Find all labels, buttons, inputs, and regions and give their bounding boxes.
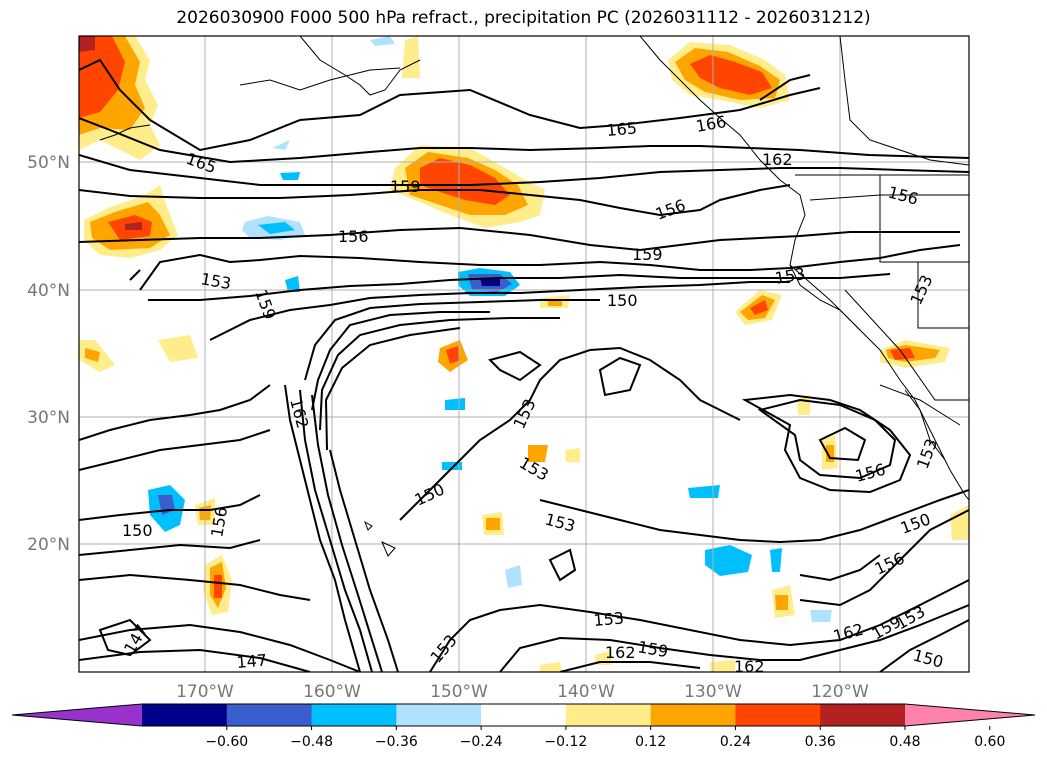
colorbar-tick-label: 0.48: [889, 734, 920, 750]
lat-label-20n: 20°N: [27, 535, 70, 555]
colorbar-tick-label: 0.60: [974, 734, 1005, 750]
contour-label: 159: [390, 177, 421, 196]
lat-label-30n: 30°N: [27, 408, 70, 428]
lon-label-160w: 160°W: [303, 682, 361, 702]
lon-label-170w: 170°W: [176, 682, 234, 702]
colorbar-segment: [820, 704, 906, 726]
lat-label-40n: 40°N: [27, 281, 70, 301]
colorbar-segment: [650, 704, 736, 726]
contour-label: 159: [632, 245, 663, 264]
lat-label-50n: 50°N: [27, 153, 70, 173]
contour-label: 165: [606, 118, 638, 140]
colorbar-extend-high: [905, 704, 1035, 726]
contour-label: 150: [122, 521, 153, 540]
longitude-labels: 170°W 160°W 150°W 140°W 130°W 120°W: [176, 682, 869, 702]
contour-label: 156: [338, 227, 369, 246]
colorbar-segment: [481, 704, 567, 726]
colorbar: −0.60 −0.48 −0.36 −0.24 −0.12 0.12 0.24 0.36 0.4…: [11, 703, 1036, 750]
colorbar-segment: [396, 704, 482, 726]
plot-frame: [78, 35, 970, 673]
lon-label-140w: 140°W: [557, 682, 615, 702]
lon-label-150w: 150°W: [430, 682, 488, 702]
colorbar-tick-label: −0.36: [375, 734, 418, 750]
refractivity-contours: [79, 58, 969, 672]
lon-label-120w: 120°W: [811, 682, 869, 702]
contour-label: 162: [734, 657, 765, 676]
colorbar-outline: [11, 703, 1036, 727]
coastlines: [99, 36, 969, 557]
contour-label: 147: [236, 650, 268, 672]
colorbar-extend-low: [12, 704, 142, 726]
colorbar-tick-label: −0.24: [460, 734, 503, 750]
colorbar-tick-label: −0.12: [544, 734, 587, 750]
colorbar-tick-label: 0.24: [720, 734, 751, 750]
contour-label: 162: [605, 643, 636, 662]
colorbar-segment: [142, 704, 228, 726]
colorbar-tick-label: 0.12: [635, 734, 666, 750]
colorbar-segment: [311, 704, 397, 726]
colorbar-segment: [226, 704, 313, 726]
lon-label-130w: 130°W: [684, 682, 742, 702]
contour-label: 162: [762, 150, 793, 169]
colorbar-segment: [735, 704, 821, 726]
contour-label: 153: [593, 608, 625, 630]
map-title: 2026030900 F000 500 hPa refract., precip…: [176, 8, 871, 28]
colorbar-tick-label: −0.48: [290, 734, 333, 750]
graticule: [79, 36, 969, 672]
colorbar-tick-label: −0.60: [205, 734, 248, 750]
precipitation-shading: [79, 36, 969, 672]
colorbar-segment: [565, 704, 652, 726]
colorbar-tick-label: 0.36: [805, 734, 836, 750]
contour-label: 150: [607, 291, 638, 310]
latitude-labels: 50°N 40°N 30°N 20°N: [27, 153, 70, 555]
